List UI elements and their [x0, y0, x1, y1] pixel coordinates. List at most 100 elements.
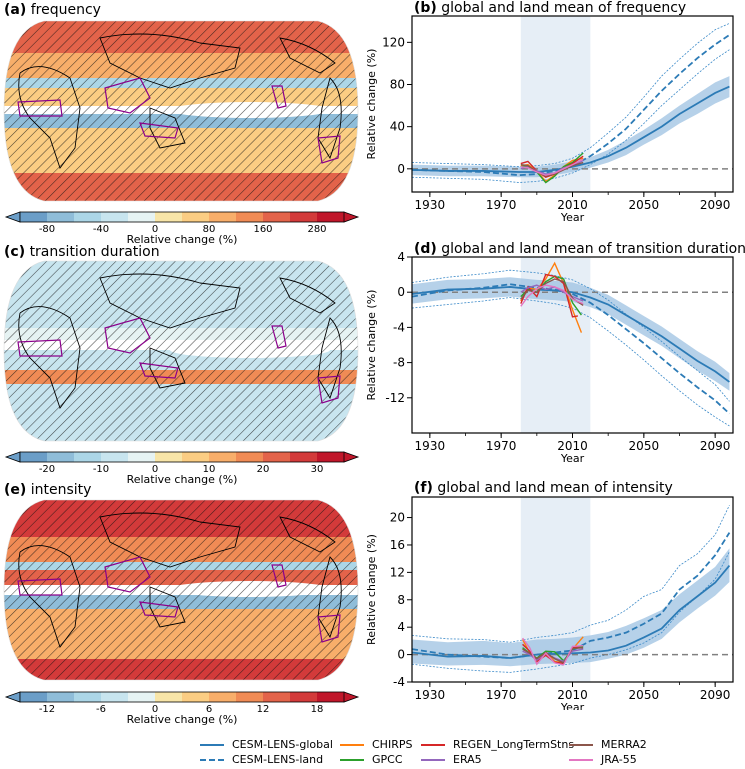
colorbar-segment	[236, 452, 264, 462]
region-outline	[104, 556, 151, 593]
colorbar-segment	[182, 212, 210, 222]
y-tick-label: 40	[390, 120, 405, 134]
coastline	[99, 512, 241, 568]
legend-item-jra55: JRA-55	[569, 753, 637, 767]
band-cesm-global	[412, 76, 730, 178]
x-tick-label: 2050	[629, 439, 660, 453]
colorbar-segment	[74, 692, 102, 702]
colorbar-extend-low	[4, 451, 21, 463]
map-title-e: (e) intensity	[4, 482, 92, 498]
chart-title-d: (d) global and land mean of transition d…	[414, 241, 745, 257]
colorbar-tick-label: 0	[152, 704, 158, 715]
legend-item-cesm-global: CESM-LENS-global	[200, 738, 333, 752]
colorbar-tick-label: 80	[203, 224, 216, 235]
y-tick-label: -8	[393, 356, 405, 370]
colorbar-tick-label: 280	[307, 224, 326, 235]
colorbar-segment	[290, 452, 318, 462]
legend-item-era5: ERA5	[421, 753, 482, 767]
x-axis-label: Year	[560, 701, 585, 710]
colorbar-segment	[47, 212, 75, 222]
colorbar-segment	[182, 692, 210, 702]
region-outline	[17, 339, 63, 357]
line-jra-55	[522, 637, 584, 666]
legend-item-gpcc: GPCC	[340, 753, 403, 767]
y-tick-label: 0	[397, 285, 405, 299]
region-outline	[139, 601, 179, 618]
colorbar-segment	[209, 692, 237, 702]
colorbar-segment	[128, 452, 156, 462]
map-field	[4, 261, 358, 441]
map-hatching	[4, 21, 358, 201]
legend-item-cesm-land: CESM-LENS-land	[200, 753, 323, 767]
colorbar-segment	[263, 452, 291, 462]
colorbar-segment	[155, 452, 183, 462]
colorbar-extend-high	[343, 451, 360, 463]
colorbar-segment	[236, 692, 264, 702]
colorbar-frame	[19, 451, 345, 463]
coastline	[317, 77, 342, 160]
coastline	[279, 37, 336, 74]
legend-swatch	[200, 759, 224, 761]
chart-title-f: (f) global and land mean of intensity	[414, 480, 673, 496]
colorbar-frequency: -80 -40 0 80 160 280 Relative change (%)	[4, 211, 360, 246]
y-axis-label: Relative change (%)	[365, 49, 378, 160]
map-border	[3, 499, 359, 681]
coastline	[99, 33, 241, 89]
colorbar-transition-duration: -20 -10 0 10 20 30 Relative change (%)	[4, 451, 360, 486]
y-tick-label: 20	[390, 511, 405, 525]
colorbar-tick-label: 160	[253, 224, 272, 235]
legend-item-regen: REGEN_LongTermStns	[421, 738, 574, 752]
x-tick-label: 1970	[486, 688, 517, 702]
map-intensity	[3, 499, 359, 681]
colorbar-label: Relative change (%)	[127, 473, 238, 486]
colorbar-segment	[74, 452, 102, 462]
colorbar-segment	[128, 692, 156, 702]
colorbar-segment	[182, 452, 210, 462]
legend-swatch	[340, 759, 364, 761]
y-tick-label: 16	[390, 538, 405, 552]
map-border	[3, 20, 359, 202]
region-outline	[139, 362, 179, 379]
colorbar-segment	[317, 692, 345, 702]
legend-swatch	[569, 744, 593, 746]
colorbar-tick-label: 0	[152, 224, 158, 235]
band-upper-cesm-land	[411, 23, 730, 168]
map-field	[4, 21, 358, 201]
region-outline	[104, 77, 151, 114]
band-cesm-global	[412, 548, 730, 667]
colorbar-tick-label: 0	[152, 464, 158, 475]
band-lower-cesm-land	[411, 49, 730, 183]
x-axis-label: Year	[560, 211, 585, 224]
line-cesm-land	[411, 532, 731, 659]
colorbar-tick-label: 10	[203, 464, 216, 475]
y-tick-label: 120	[382, 35, 405, 49]
colorbar-frame	[19, 211, 345, 223]
colorbar-segment	[263, 692, 291, 702]
y-tick-label: -4	[393, 320, 405, 334]
colorbar-tick-label: -12	[39, 704, 55, 715]
colorbar-label: Relative change (%)	[127, 233, 238, 246]
colorbar-segment	[20, 212, 48, 222]
band-upper-cesm-land	[411, 269, 730, 402]
colorbar-extend-high	[343, 211, 360, 223]
x-tick-label: 1930	[415, 688, 446, 702]
colorbar-tick-label: 12	[257, 704, 270, 715]
coastline	[317, 317, 342, 400]
line-merra2	[520, 278, 584, 306]
coastline	[18, 545, 81, 648]
line-jra-55	[520, 284, 584, 307]
line-cesm-land	[411, 283, 731, 415]
coastline	[279, 516, 336, 553]
colorbar-intensity: -12 -6 0 6 12 18 Relative change (%)	[4, 691, 360, 726]
region-outline	[271, 564, 287, 588]
region-outline	[17, 99, 63, 117]
coastline	[279, 277, 336, 314]
y-axis-label: Relative change (%)	[365, 534, 378, 645]
colorbar-segment	[263, 212, 291, 222]
y-tick-label: 0	[397, 162, 405, 176]
region-outline	[104, 317, 151, 354]
y-tick-label: -12	[385, 391, 405, 405]
colorbar-segment	[101, 452, 129, 462]
map-hatching	[4, 500, 358, 680]
colorbar-segment	[155, 692, 183, 702]
